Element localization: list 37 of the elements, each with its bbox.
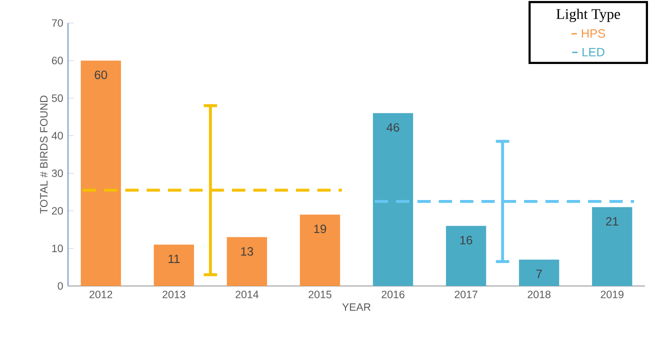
data-label: 21 <box>606 217 618 226</box>
y-tick-label: 70 <box>52 19 63 27</box>
y-tick-label: 50 <box>52 94 63 102</box>
y-axis-title: TOTAL # BIRDS FOUND <box>40 96 48 214</box>
bar <box>372 113 414 286</box>
bar <box>300 214 340 286</box>
data-label: 19 <box>314 224 326 234</box>
data-label: 60 <box>94 70 108 80</box>
bar <box>226 237 268 286</box>
x-tick-label: 2017 <box>454 290 478 298</box>
y-tick-label: 60 <box>52 56 63 64</box>
x-tick-label: 2012 <box>90 290 112 298</box>
y-tick-label: 0 <box>58 282 63 290</box>
x-tick-label: 2013 <box>162 290 186 298</box>
legend-label: HPS <box>582 29 606 38</box>
bar <box>519 260 560 286</box>
y-tick-label: 10 <box>52 244 63 252</box>
x-tick-label: 2015 <box>308 290 332 298</box>
y-tick-label: 40 <box>52 132 63 140</box>
data-label: 16 <box>460 236 472 244</box>
legend-title: Light Type <box>556 8 620 22</box>
bar <box>154 244 194 286</box>
x-axis-title: YEAR <box>342 303 371 311</box>
data-label: 11 <box>168 254 180 263</box>
x-tick-label: 2018 <box>528 290 550 298</box>
x-tick-label: 2016 <box>382 290 404 298</box>
bar <box>80 60 121 286</box>
data-label: 7 <box>536 270 542 278</box>
bar <box>446 226 486 286</box>
data-label: 46 <box>386 123 400 132</box>
x-tick-label: 2019 <box>600 290 624 298</box>
y-tick-label: 30 <box>52 170 63 178</box>
y-tick-label: 20 <box>52 207 63 215</box>
x-tick-label: 2014 <box>236 290 258 298</box>
legend-label: LED <box>582 48 604 56</box>
data-label: 13 <box>241 247 254 256</box>
bar <box>592 207 632 286</box>
